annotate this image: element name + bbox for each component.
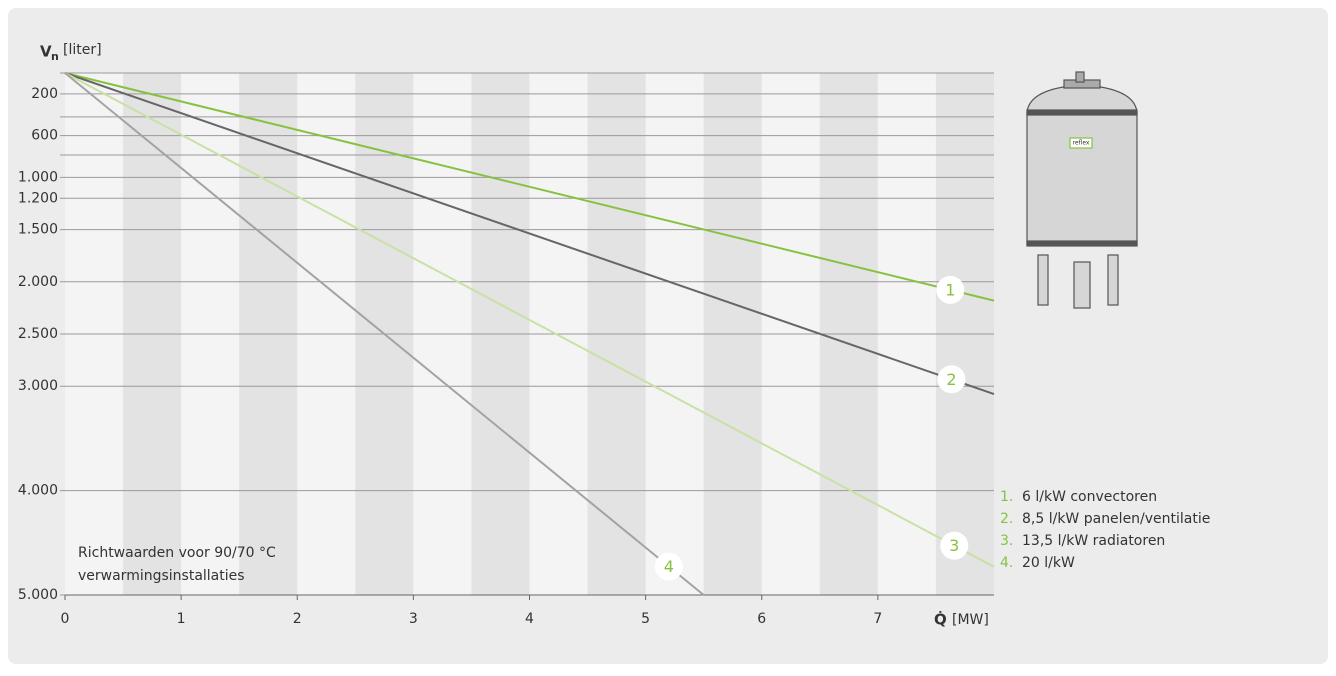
x-tick-label: 0 (61, 611, 70, 627)
series-badge (654, 552, 683, 581)
x-tick-label: 1 (177, 611, 186, 627)
series-line (64, 72, 995, 302)
x-label-unit: [MW] (952, 612, 989, 628)
series-label: 1 (945, 280, 955, 299)
x-tick-label: 6 (757, 611, 766, 627)
series-badge (940, 531, 969, 560)
y-tick-label: 3.000 (18, 378, 58, 394)
legend-label: 6 l/kW convectoren (1022, 489, 1157, 505)
plot: 200 600 1.000 1.200 1.500 2.000 2.500 3.000 4.00… (18, 72, 995, 627)
legend-label: 8,5 l/kW panelen/ventilatie (1022, 511, 1210, 527)
series-badge (936, 275, 965, 304)
series-line (64, 72, 995, 568)
x-tick-label: 4 (525, 611, 534, 627)
y-tick-label: 200 (31, 86, 58, 102)
y-tick-label: 5.000 (18, 587, 58, 603)
legend-number: 4. (1000, 555, 1013, 571)
annotation: verwarmingsinstallaties (78, 568, 245, 584)
y-label-subscript: n (51, 50, 59, 63)
series-label: 4 (664, 557, 674, 576)
legend-label: 13,5 l/kW radiatoren (1022, 533, 1165, 549)
y-tick-label: 4.000 (18, 483, 58, 499)
y-tick-label: 1.200 (18, 190, 58, 206)
y-tick-label: 1.000 (18, 169, 58, 185)
y-label-unit: [liter] (63, 42, 102, 58)
y-tick-label: 2.000 (18, 274, 58, 290)
x-tick-label: 3 (409, 611, 418, 627)
y-label-symbol: V (40, 43, 52, 61)
y-tick-label: 2.500 (18, 326, 58, 342)
x-tick-label: 2 (293, 611, 302, 627)
series-label: 3 (949, 536, 959, 555)
series-badge (937, 365, 966, 394)
legend-number: 1. (1000, 489, 1013, 505)
x-label-symbol: Q̇ (934, 610, 947, 629)
series-line (64, 72, 995, 395)
legend-number: 2. (1000, 511, 1013, 527)
annotation: Richtwaarden voor 90/70 °C (78, 545, 276, 561)
series-line (64, 72, 705, 596)
legend-number: 3. (1000, 533, 1013, 549)
series-label: 2 (946, 370, 956, 389)
legend: 1. 6 l/kW convectoren 2. 8,5 l/kW panelen/v… (1000, 489, 1210, 571)
y-tick-label: 1.500 (18, 222, 58, 238)
x-tick-label: 5 (641, 611, 650, 627)
logo-text: reflex (1073, 140, 1090, 147)
legend-label: 20 l/kW (1022, 555, 1075, 571)
y-tick-label: 600 (31, 128, 58, 144)
tank (1026, 71, 1138, 309)
x-tick-label: 7 (873, 611, 882, 627)
